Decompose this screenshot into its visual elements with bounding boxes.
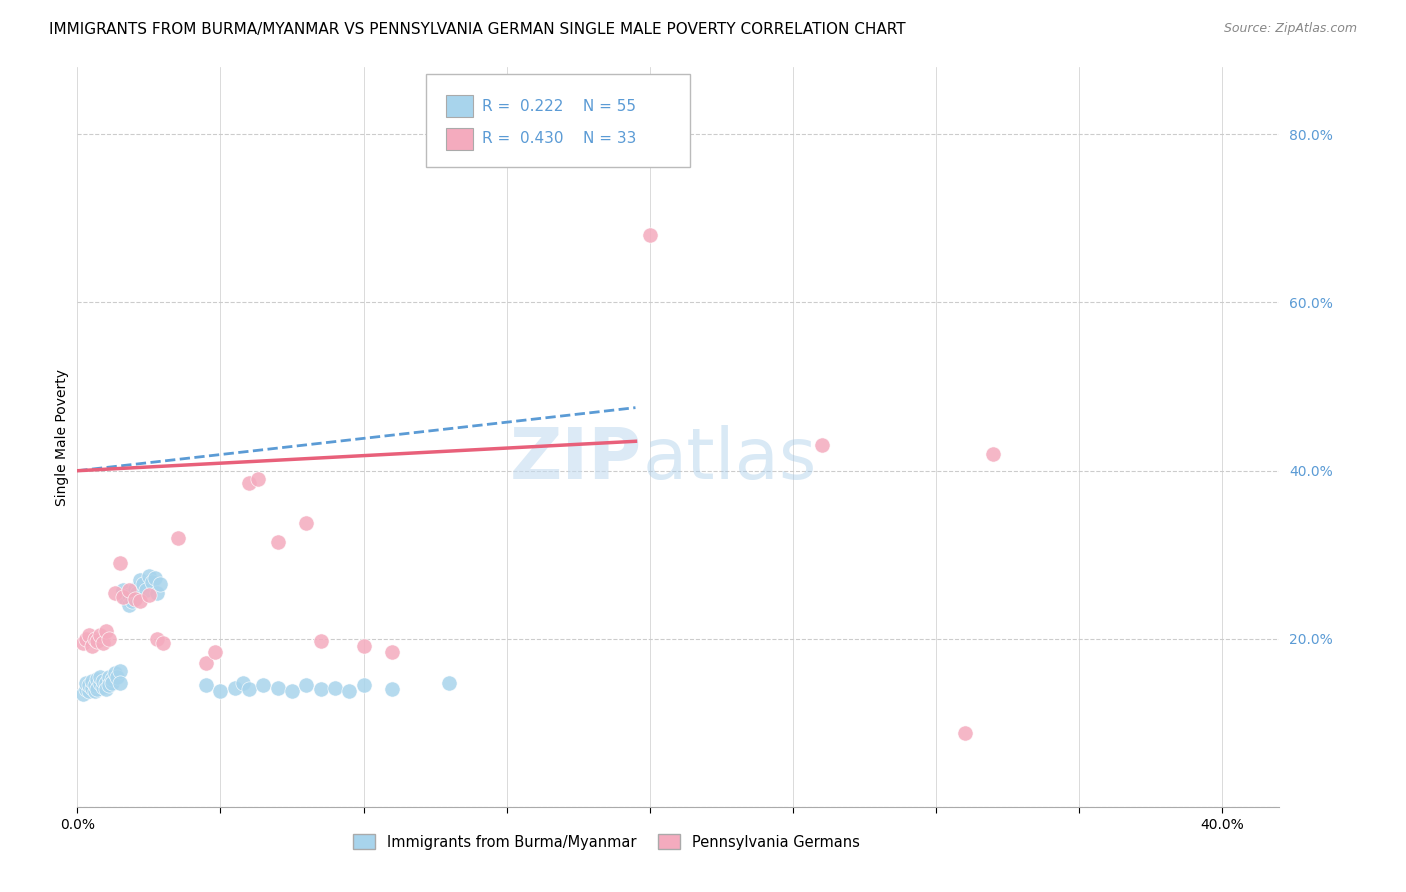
Point (267, 535, 290, 549)
Point (138, 569, 160, 583)
Point (118, 588, 141, 602)
Point (112, 590, 135, 604)
Point (100, 675, 122, 690)
Bar (446, 128, 472, 150)
Point (195, 656, 218, 670)
Point (953, 726, 976, 740)
Legend: Immigrants from Burma/Myanmar, Pennsylvania Germans: Immigrants from Burma/Myanmar, Pennsylva… (347, 829, 865, 855)
Text: Source: ZipAtlas.com: Source: ZipAtlas.com (1223, 22, 1357, 36)
Point (115, 591, 138, 606)
Point (89, 670, 111, 684)
Point (309, 682, 332, 697)
Point (112, 583, 135, 598)
Point (232, 675, 254, 690)
Point (97, 632, 120, 646)
Point (295, 516, 318, 530)
Point (238, 476, 260, 491)
Point (86, 673, 108, 687)
Point (103, 585, 125, 599)
Y-axis label: Single Male Poverty: Single Male Poverty (55, 368, 69, 506)
Point (295, 678, 318, 692)
Point (94, 682, 117, 697)
Point (77, 684, 100, 698)
Point (353, 678, 375, 692)
Point (103, 665, 125, 680)
Bar (446, 95, 472, 117)
Point (77, 628, 100, 642)
Point (124, 582, 146, 596)
Point (323, 681, 346, 695)
Point (75, 682, 97, 697)
Point (381, 682, 404, 697)
Point (810, 438, 832, 452)
Point (166, 531, 188, 545)
Point (110, 556, 132, 570)
Point (91, 674, 114, 689)
Point (209, 684, 232, 698)
Point (129, 594, 152, 608)
Point (107, 670, 129, 684)
Point (83, 678, 105, 692)
Point (638, 228, 661, 243)
Point (94, 624, 117, 638)
Point (80, 639, 103, 653)
Text: ZIP: ZIP (510, 425, 643, 494)
Point (77, 678, 100, 692)
Point (75, 632, 97, 646)
Point (72, 636, 94, 650)
Point (146, 632, 169, 646)
Point (127, 585, 149, 599)
Text: IMMIGRANTS FROM BURMA/MYANMAR VS PENNSYLVANIA GERMAN SINGLE MALE POVERTY CORRELA: IMMIGRANTS FROM BURMA/MYANMAR VS PENNSYL… (49, 22, 905, 37)
Point (281, 684, 304, 698)
Point (89, 675, 111, 690)
Text: atlas: atlas (643, 425, 817, 494)
Point (252, 678, 274, 692)
Point (141, 574, 163, 589)
Point (238, 682, 260, 697)
Point (86, 633, 108, 648)
Point (97, 678, 120, 692)
Point (83, 632, 105, 646)
Point (138, 588, 160, 602)
Point (195, 678, 218, 692)
Point (129, 573, 152, 587)
Point (267, 681, 290, 695)
Point (981, 447, 1004, 461)
Point (89, 628, 111, 642)
Point (86, 682, 108, 697)
Point (152, 636, 174, 650)
Point (75, 675, 97, 690)
Point (118, 599, 141, 613)
Point (121, 594, 143, 608)
Point (135, 583, 157, 598)
Point (72, 687, 94, 701)
Point (118, 583, 141, 598)
Text: R =  0.430    N = 33: R = 0.430 N = 33 (482, 131, 637, 146)
Point (91, 680, 114, 694)
Point (91, 636, 114, 650)
Point (83, 684, 105, 698)
Point (143, 571, 166, 585)
Point (124, 591, 146, 606)
Point (110, 675, 132, 690)
Point (94, 675, 117, 690)
Text: R =  0.222    N = 55: R = 0.222 N = 55 (482, 99, 637, 113)
Point (146, 585, 169, 599)
Point (337, 684, 360, 698)
Point (100, 673, 122, 687)
Point (309, 633, 332, 648)
Point (246, 472, 269, 486)
Point (381, 645, 404, 659)
Point (80, 681, 103, 695)
Point (110, 664, 132, 678)
FancyBboxPatch shape (426, 74, 690, 167)
Point (353, 639, 375, 653)
Point (149, 577, 172, 591)
Point (132, 577, 155, 591)
Point (224, 681, 246, 695)
Point (204, 645, 226, 659)
Point (97, 670, 120, 684)
Point (439, 675, 461, 690)
Point (80, 674, 103, 689)
